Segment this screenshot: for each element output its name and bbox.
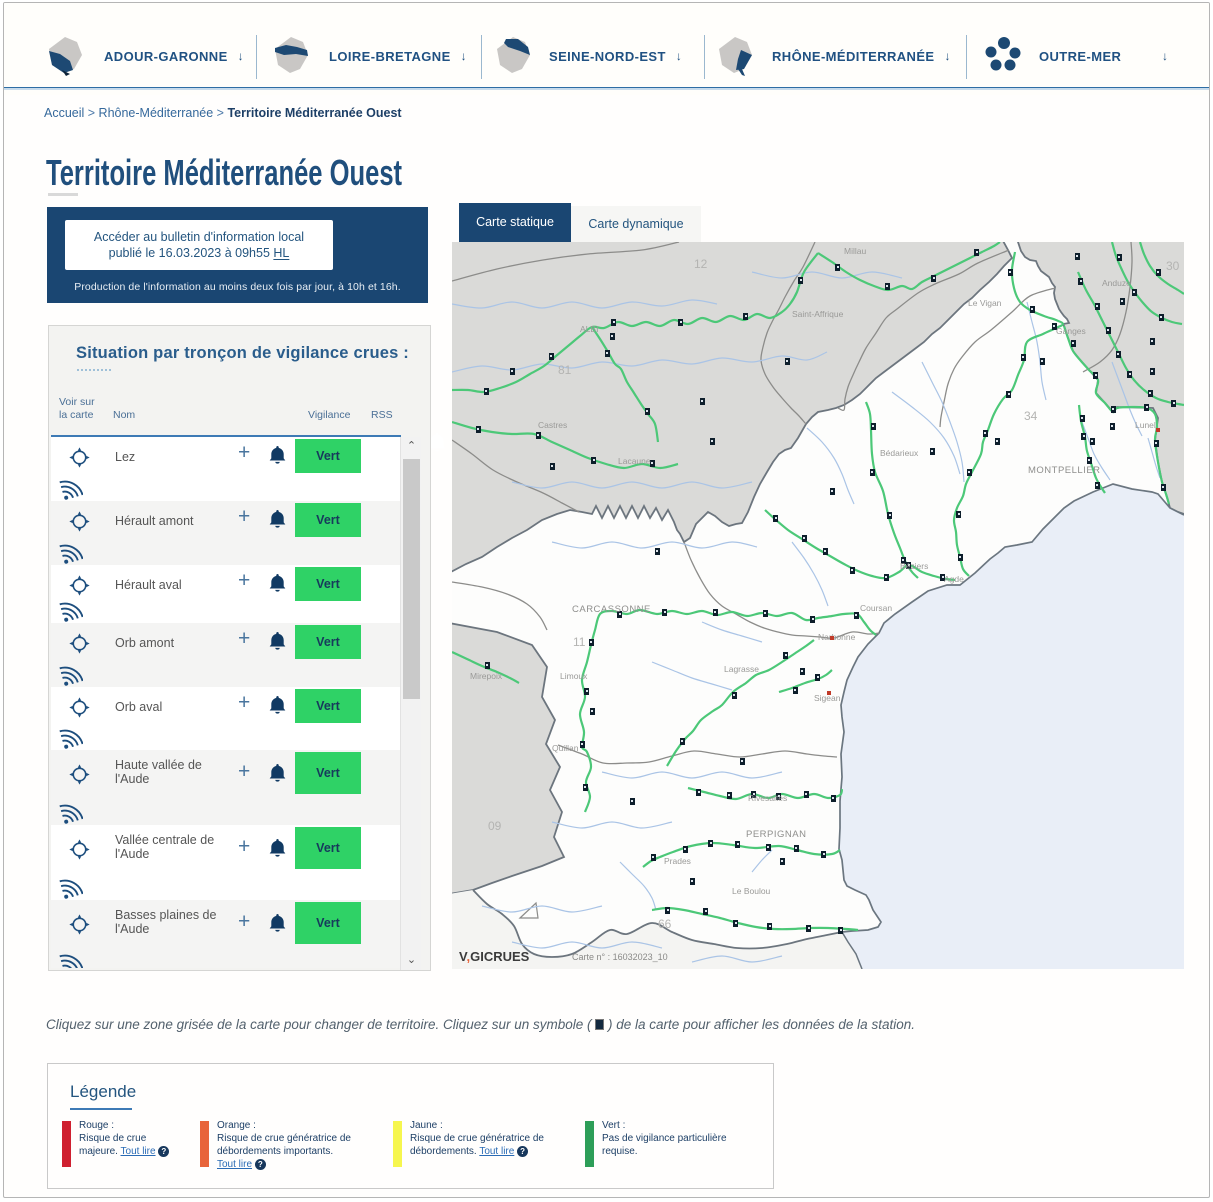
svg-text:Le Boulou: Le Boulou [732, 886, 771, 896]
svg-text:Quillan: Quillan [552, 743, 579, 753]
svg-text:PERPIGNAN: PERPIGNAN [746, 829, 806, 840]
svg-text:CARCASSONNE: CARCASSONNE [572, 604, 651, 615]
svg-text:Le Vigan: Le Vigan [968, 298, 1002, 308]
svg-text:30: 30 [1166, 259, 1180, 273]
svg-text:12: 12 [694, 257, 708, 271]
svg-text:Narbonne: Narbonne [818, 632, 856, 642]
svg-text:Ganges: Ganges [1056, 326, 1086, 336]
svg-text:Coursan: Coursan [860, 603, 892, 613]
svg-text:Bédarieux: Bédarieux [880, 448, 919, 458]
svg-text:66: 66 [658, 917, 672, 931]
svg-text:Saint-Affrique: Saint-Affrique [792, 309, 844, 319]
svg-text:Béziers: Béziers [900, 561, 928, 571]
svg-text:ALBI: ALBI [580, 324, 598, 334]
svg-text:Lacaune: Lacaune [618, 456, 651, 466]
svg-text:Rivesaltes: Rivesaltes [748, 793, 787, 803]
svg-text:Agde: Agde [944, 574, 964, 584]
svg-text:Anduze: Anduze [1102, 278, 1131, 288]
svg-text:Mirepoix: Mirepoix [470, 671, 503, 681]
svg-text:11: 11 [573, 635, 586, 649]
svg-text:V,GICRUES: V,GICRUES [459, 949, 530, 964]
svg-text:81: 81 [558, 363, 572, 377]
svg-text:Millau: Millau [844, 246, 866, 256]
svg-text:Carte n° : 16032023_10: Carte n° : 16032023_10 [572, 952, 668, 962]
svg-text:09: 09 [488, 819, 502, 833]
svg-text:34: 34 [1024, 409, 1038, 423]
svg-text:Castres: Castres [538, 420, 567, 430]
svg-text:Lagrasse: Lagrasse [724, 664, 759, 674]
svg-text:Limoux: Limoux [560, 671, 588, 681]
svg-text:Sigean: Sigean [814, 693, 841, 703]
svg-text:Lunel: Lunel [1135, 420, 1156, 430]
svg-text:Prades: Prades [664, 856, 691, 866]
svg-text:MONTPELLIER: MONTPELLIER [1028, 465, 1101, 476]
